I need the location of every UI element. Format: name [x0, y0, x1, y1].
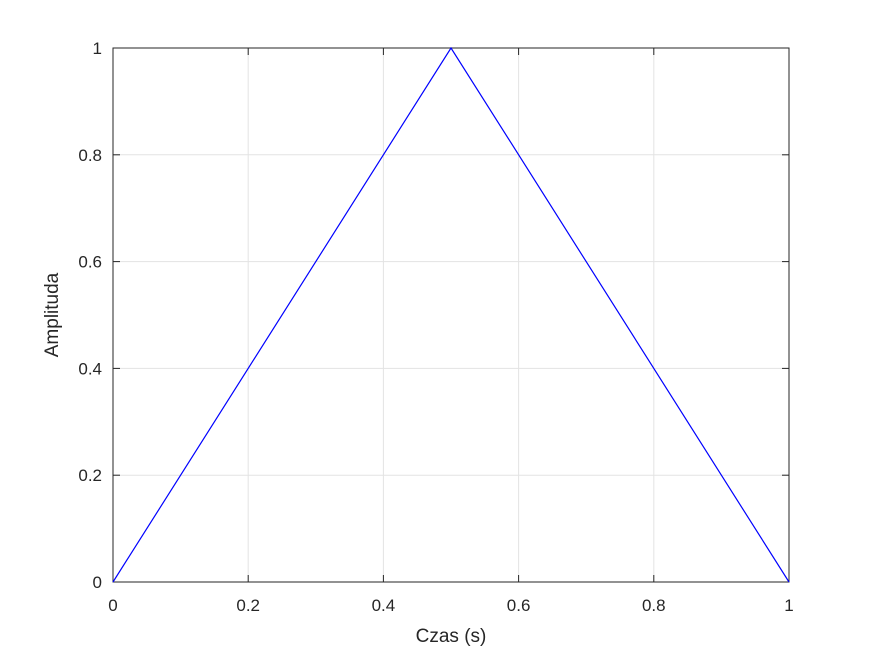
y-tick-labels: 0 0.2 0.4 0.6 0.8 1	[78, 39, 102, 592]
series-group	[112, 46, 790, 583]
x-axis-label: Czas (s)	[416, 626, 487, 647]
y-tick-label: 0.2	[78, 466, 102, 485]
y-axis-label: Amplituda	[42, 272, 63, 357]
axis-ticks	[112, 47, 790, 583]
x-tick-label: 0.8	[642, 596, 666, 615]
y-tick-label: 0.4	[78, 359, 102, 378]
y-tick-label: 0	[93, 573, 102, 592]
x-tick-label: 1	[784, 596, 793, 615]
y-tick-label: 0.8	[78, 146, 102, 165]
y-tick-label: 0.6	[78, 253, 102, 272]
x-tick-label: 0	[108, 596, 117, 615]
plot-area	[113, 48, 789, 582]
x-tick-label: 0.4	[372, 596, 396, 615]
series-line	[112, 46, 790, 583]
x-tick-labels: 0 0.2 0.4 0.6 0.8 1	[108, 596, 793, 615]
y-tick-label: 1	[93, 39, 102, 58]
x-tick-label: 0.2	[236, 596, 260, 615]
x-tick-label: 0.6	[507, 596, 531, 615]
